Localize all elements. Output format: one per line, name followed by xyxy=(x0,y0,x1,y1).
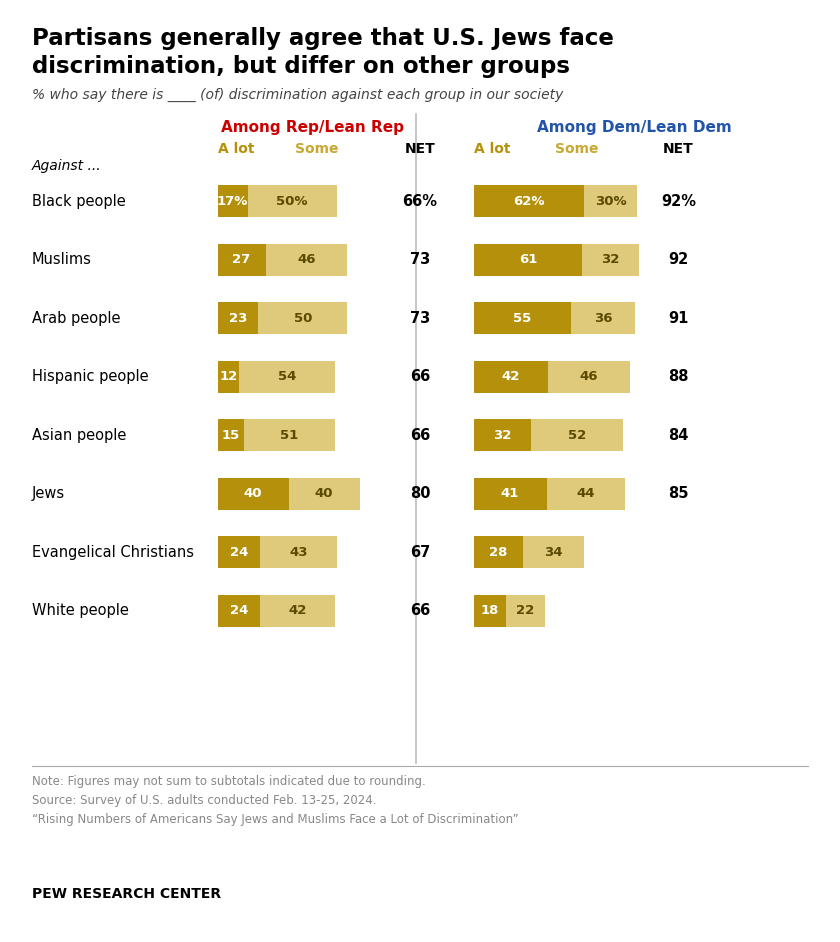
Text: Jews: Jews xyxy=(32,486,65,501)
Bar xyxy=(218,419,244,451)
Text: Some: Some xyxy=(555,142,599,156)
Text: 73: 73 xyxy=(410,311,430,326)
Bar xyxy=(474,186,584,218)
Text: 85: 85 xyxy=(669,486,689,501)
Bar xyxy=(218,536,260,568)
Bar xyxy=(531,419,623,451)
Text: 43: 43 xyxy=(289,545,307,559)
Bar xyxy=(260,594,335,626)
Bar xyxy=(218,302,259,334)
Text: 24: 24 xyxy=(229,604,248,617)
Text: NET: NET xyxy=(405,142,435,156)
Text: Among Dem/Lean Dem: Among Dem/Lean Dem xyxy=(538,121,732,135)
Bar xyxy=(265,244,347,276)
Bar xyxy=(289,478,360,510)
Text: Note: Figures may not sum to subtotals indicated due to rounding.
Source: Survey: Note: Figures may not sum to subtotals i… xyxy=(32,775,518,826)
Bar xyxy=(584,186,637,218)
Text: 66%: 66% xyxy=(402,194,438,209)
Text: Partisans generally agree that U.S. Jews face
discrimination, but differ on othe: Partisans generally agree that U.S. Jews… xyxy=(32,27,613,78)
Text: NET: NET xyxy=(664,142,694,156)
Text: 92%: 92% xyxy=(661,194,696,209)
Text: 54: 54 xyxy=(278,370,296,383)
Bar xyxy=(506,594,545,626)
Bar xyxy=(474,244,582,276)
Text: 50%: 50% xyxy=(276,195,308,208)
Text: Hispanic people: Hispanic people xyxy=(32,369,149,384)
Text: 36: 36 xyxy=(594,312,612,325)
Text: 27: 27 xyxy=(233,253,250,267)
Bar xyxy=(244,419,335,451)
Text: 67: 67 xyxy=(410,544,430,560)
Bar xyxy=(218,594,260,626)
Text: Evangelical Christians: Evangelical Christians xyxy=(32,544,194,560)
Text: 40: 40 xyxy=(244,487,262,500)
Text: 46: 46 xyxy=(297,253,316,267)
Text: 55: 55 xyxy=(513,312,532,325)
Text: A lot: A lot xyxy=(218,142,254,156)
Text: 46: 46 xyxy=(580,370,598,383)
Text: Black people: Black people xyxy=(32,194,125,209)
Text: 66: 66 xyxy=(410,428,430,443)
Bar xyxy=(547,478,625,510)
Text: 51: 51 xyxy=(281,429,299,442)
Text: Arab people: Arab people xyxy=(32,311,120,326)
Text: 34: 34 xyxy=(544,545,563,559)
Text: 61: 61 xyxy=(518,253,537,267)
Text: 80: 80 xyxy=(410,486,430,501)
Bar xyxy=(218,361,239,393)
Text: 84: 84 xyxy=(669,428,689,443)
Text: Among Rep/Lean Rep: Among Rep/Lean Rep xyxy=(221,121,404,135)
Text: 30%: 30% xyxy=(595,195,627,208)
Bar xyxy=(248,186,337,218)
Text: 28: 28 xyxy=(490,545,507,559)
Text: 91: 91 xyxy=(669,311,689,326)
Text: Asian people: Asian people xyxy=(32,428,126,443)
Bar xyxy=(239,361,335,393)
Bar xyxy=(571,302,635,334)
Bar xyxy=(218,244,265,276)
Bar xyxy=(260,536,337,568)
Text: 32: 32 xyxy=(493,429,512,442)
Text: 42: 42 xyxy=(501,370,520,383)
Text: Some: Some xyxy=(295,142,339,156)
Bar xyxy=(474,594,506,626)
Bar xyxy=(218,478,289,510)
Bar xyxy=(218,186,248,218)
Text: 32: 32 xyxy=(601,253,620,267)
Bar xyxy=(474,478,547,510)
Text: White people: White people xyxy=(32,603,129,618)
Text: 66: 66 xyxy=(410,369,430,384)
Text: 92: 92 xyxy=(669,252,689,268)
Text: 73: 73 xyxy=(410,252,430,268)
Text: 41: 41 xyxy=(501,487,519,500)
Text: 66: 66 xyxy=(410,603,430,618)
Bar xyxy=(474,302,571,334)
Text: 24: 24 xyxy=(229,545,248,559)
Bar xyxy=(523,536,584,568)
Text: 15: 15 xyxy=(222,429,240,442)
Text: 50: 50 xyxy=(294,312,312,325)
Text: 12: 12 xyxy=(219,370,238,383)
Text: 22: 22 xyxy=(516,604,534,617)
Text: 17%: 17% xyxy=(217,195,249,208)
Bar xyxy=(474,536,523,568)
Text: Against ...: Against ... xyxy=(32,159,102,173)
Bar xyxy=(582,244,639,276)
Text: 18: 18 xyxy=(480,604,499,617)
Text: 52: 52 xyxy=(568,429,585,442)
Text: PEW RESEARCH CENTER: PEW RESEARCH CENTER xyxy=(32,886,221,901)
Bar xyxy=(259,302,347,334)
Text: % who say there is ____ (of) discrimination against each group in our society: % who say there is ____ (of) discriminat… xyxy=(32,88,563,102)
Text: A lot: A lot xyxy=(474,142,510,156)
Bar xyxy=(549,361,630,393)
Text: 40: 40 xyxy=(315,487,333,500)
Text: 88: 88 xyxy=(669,369,689,384)
Bar xyxy=(474,419,531,451)
Text: 42: 42 xyxy=(288,604,307,617)
Bar xyxy=(474,361,549,393)
Text: 62%: 62% xyxy=(513,195,544,208)
Text: 23: 23 xyxy=(228,312,247,325)
Text: Muslims: Muslims xyxy=(32,252,92,268)
Text: 44: 44 xyxy=(576,487,595,500)
